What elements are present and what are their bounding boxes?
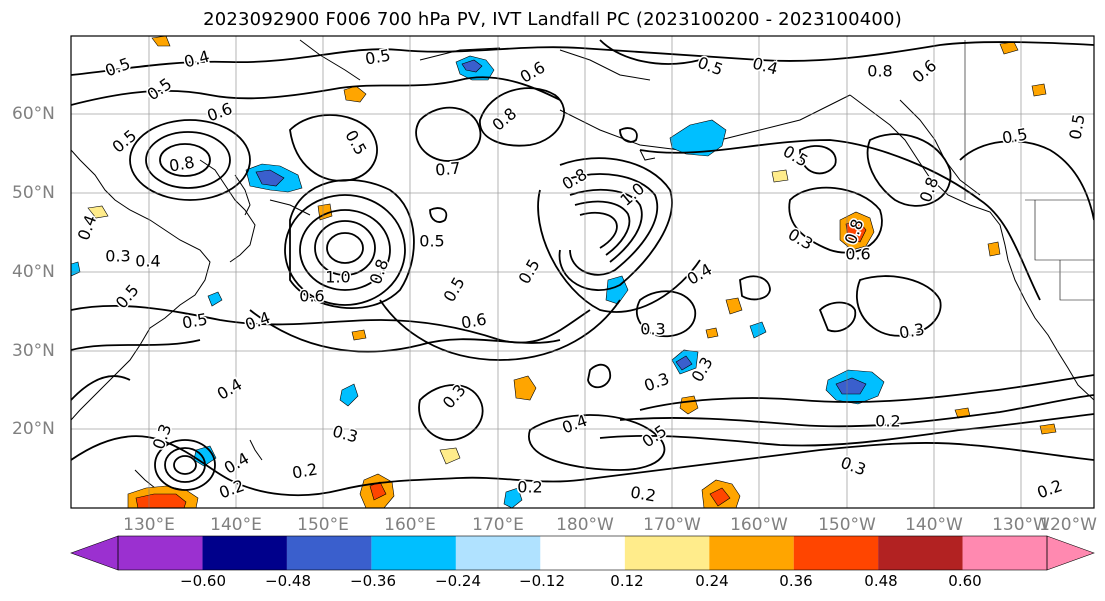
- contour-label-27: 1.0: [325, 268, 350, 287]
- contour-label-29: 0.5: [419, 232, 444, 251]
- contour-label-36: 0.3: [640, 320, 665, 339]
- ivt-shading: [71, 36, 1057, 508]
- colorbar-tick-7: 0.24: [695, 572, 729, 590]
- lon-label-170e: 170°E: [472, 515, 524, 535]
- lon-label-130w: 130°W: [992, 515, 1050, 535]
- colorbar-tick-5: −0.12: [519, 572, 565, 590]
- colorbar-segment-7: [624, 536, 710, 570]
- lon-label-160w: 160°W: [730, 515, 788, 535]
- lon-label-120w-text: 120°W: [1039, 515, 1097, 535]
- lon-label-130e: 130°E: [123, 515, 175, 535]
- lat-label-40n: 40°N: [12, 262, 55, 282]
- contour-label-54: 0.2: [517, 478, 542, 497]
- colorbar-segment-5: [455, 536, 541, 570]
- contour-label-50: 0.2: [291, 459, 319, 482]
- colorbar-frame: [117, 535, 1048, 571]
- colorbar-tick-6: 0.12: [610, 572, 644, 590]
- lon-label-150w: 150°W: [818, 515, 876, 535]
- colorbar-tick-3: −0.36: [350, 572, 396, 590]
- contour-label-7: 0.8: [168, 152, 196, 175]
- lat-label-30n: 30°N: [12, 341, 55, 361]
- contour-label-22: 0.4: [135, 252, 160, 271]
- lon-label-170w: 170°W: [643, 515, 701, 535]
- colorbar-segment-10: [878, 536, 963, 570]
- colorbar-tick-1: −0.60: [180, 572, 226, 590]
- contour-label-42: 0.3: [898, 319, 926, 342]
- contour-label-21: 0.3: [105, 247, 130, 266]
- contour-label-48: 0.2: [875, 412, 900, 431]
- colorbar-segment-1: [118, 536, 203, 570]
- colorbar-tick-4: −0.24: [435, 572, 481, 590]
- colorbar-segment-2: [202, 536, 287, 570]
- contour-label-3: 0.5: [364, 45, 392, 68]
- colorbar-tick-10: 0.60: [948, 572, 982, 590]
- colorbar-segment-3: [286, 536, 372, 570]
- pv-contours: [71, 39, 1094, 497]
- lon-label-140w: 140°W: [905, 515, 963, 535]
- contour-label-26: 0.6: [299, 287, 324, 306]
- colorbar-tick-9: 0.48: [864, 572, 898, 590]
- colorbar-tick-8: 0.36: [779, 572, 813, 590]
- contour-label-40: 0.6: [845, 245, 870, 264]
- colorbar-tick-2: −0.48: [265, 572, 311, 590]
- colorbar-min-extension: [70, 535, 119, 571]
- lon-label-140e: 140°E: [210, 515, 262, 535]
- map-plot-area: 0.5 0.4 0.50.50.60.50.80.50.70.80.6 0.5 0.4 0…: [71, 36, 1094, 508]
- map-frame: [70, 35, 1095, 509]
- contour-label-18: 0.5: [1065, 113, 1088, 141]
- colorbar-segment-8: [709, 536, 794, 570]
- map-gridlines: [71, 36, 1094, 508]
- colorbar-segment-9: [793, 536, 879, 570]
- colorbar: [70, 535, 1095, 571]
- lon-label-160e: 160°E: [384, 515, 436, 535]
- contour-label-9: 0.7: [434, 158, 461, 179]
- lat-label-20n: 20°N: [12, 419, 55, 439]
- lat-label-60n: 60°N: [12, 104, 55, 124]
- lon-label-180w: 180°W: [556, 515, 614, 535]
- colorbar-segment-11: [962, 536, 1047, 570]
- map-title: 2023092900 F006 700 hPa PV, IVT Landfall…: [203, 9, 902, 30]
- colorbar-segment-6: [540, 536, 625, 570]
- colorbar-segment-4: [371, 536, 456, 570]
- contour-label-14: 0.8: [867, 62, 892, 81]
- lon-label-150e: 150°E: [297, 515, 349, 535]
- colorbar-max-extension: [1046, 535, 1095, 571]
- lat-label-50n: 50°N: [12, 183, 55, 203]
